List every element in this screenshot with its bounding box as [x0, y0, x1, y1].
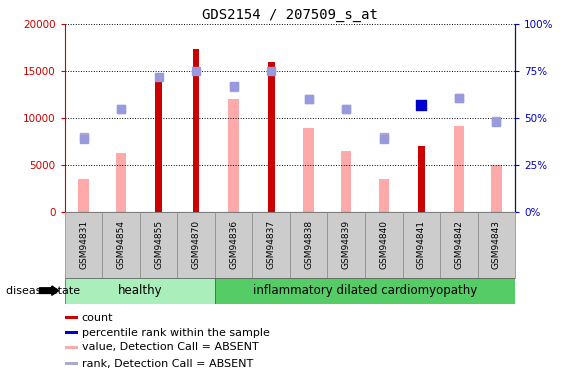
Title: GDS2154 / 207509_s_at: GDS2154 / 207509_s_at: [202, 8, 378, 22]
Bar: [378, 179, 389, 212]
Bar: [477, 212, 515, 278]
Text: rank, Detection Call = ABSENT: rank, Detection Call = ABSENT: [82, 358, 253, 369]
Text: healthy: healthy: [118, 284, 162, 297]
Point: [454, 94, 463, 100]
Text: count: count: [82, 313, 113, 323]
Bar: [193, 49, 199, 212]
Text: disease state: disease state: [6, 286, 80, 296]
Text: GSM94870: GSM94870: [191, 220, 200, 269]
Bar: [215, 212, 252, 278]
Text: GSM94841: GSM94841: [417, 220, 426, 269]
Point: [79, 136, 88, 142]
Point: [229, 84, 238, 90]
Bar: [177, 212, 215, 278]
Point: [267, 68, 276, 74]
Bar: [140, 212, 177, 278]
Bar: [268, 62, 275, 212]
Point: [417, 102, 426, 108]
Bar: [365, 212, 403, 278]
Point: [117, 106, 126, 112]
Bar: [155, 74, 162, 212]
Point: [229, 83, 238, 89]
Point: [379, 136, 388, 142]
Bar: [341, 151, 351, 212]
Point: [117, 106, 126, 112]
Text: inflammatory dilated cardiomyopathy: inflammatory dilated cardiomyopathy: [253, 284, 477, 297]
Point: [492, 119, 501, 125]
Text: GSM94837: GSM94837: [267, 220, 276, 269]
Text: percentile rank within the sample: percentile rank within the sample: [82, 328, 270, 338]
Point: [492, 118, 501, 124]
Bar: [290, 212, 328, 278]
Point: [304, 96, 313, 102]
Bar: [65, 346, 78, 349]
Point: [342, 106, 351, 112]
Point: [79, 134, 88, 140]
Bar: [65, 316, 78, 319]
Point: [342, 106, 351, 112]
Text: GSM94839: GSM94839: [342, 220, 351, 269]
Text: value, Detection Call = ABSENT: value, Detection Call = ABSENT: [82, 342, 258, 352]
Text: GSM94838: GSM94838: [304, 220, 313, 269]
Point: [379, 134, 388, 140]
Point: [454, 94, 463, 100]
Text: GSM94843: GSM94843: [492, 220, 501, 269]
Text: GSM94836: GSM94836: [229, 220, 238, 269]
Text: GSM94842: GSM94842: [454, 220, 463, 269]
Text: GSM94840: GSM94840: [379, 220, 388, 269]
Bar: [65, 331, 78, 334]
Point: [191, 68, 200, 74]
Text: GSM94831: GSM94831: [79, 220, 88, 269]
Bar: [440, 212, 477, 278]
Point: [154, 74, 163, 80]
Bar: [418, 146, 425, 212]
Bar: [303, 128, 314, 212]
Bar: [229, 99, 239, 212]
Bar: [116, 153, 126, 212]
Text: GSM94854: GSM94854: [117, 220, 126, 269]
Text: GSM94855: GSM94855: [154, 220, 163, 269]
Bar: [65, 212, 102, 278]
Bar: [454, 126, 464, 212]
Bar: [252, 212, 290, 278]
Bar: [491, 165, 502, 212]
Bar: [65, 362, 78, 365]
Bar: [328, 212, 365, 278]
Point: [304, 96, 313, 102]
Bar: [215, 278, 515, 304]
Bar: [65, 278, 215, 304]
Bar: [78, 179, 89, 212]
Bar: [403, 212, 440, 278]
Bar: [102, 212, 140, 278]
